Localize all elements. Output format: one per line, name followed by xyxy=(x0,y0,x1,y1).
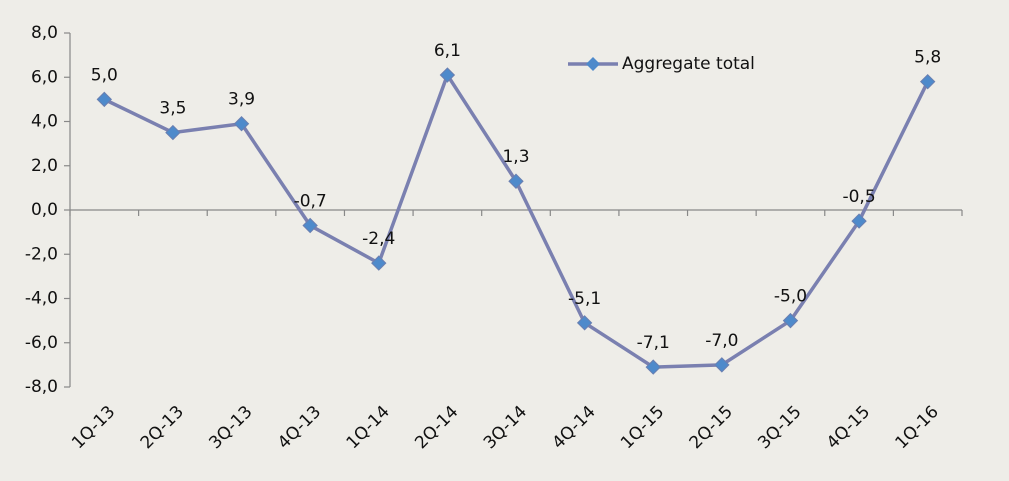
point-marker xyxy=(714,357,730,373)
data-label: -7,0 xyxy=(705,331,738,351)
y-tick-label: -2,0 xyxy=(25,244,58,264)
point-marker xyxy=(439,67,456,83)
point-marker xyxy=(508,173,524,189)
point-marker xyxy=(371,255,387,271)
point-marker xyxy=(851,213,867,229)
point-marker xyxy=(302,217,318,234)
y-tick-label: 0,0 xyxy=(31,200,58,220)
data-label: -7,1 xyxy=(637,333,670,353)
legend-label: Aggregate total xyxy=(622,54,755,74)
data-label: 1,3 xyxy=(502,147,529,167)
y-tick-label: 8,0 xyxy=(31,23,58,43)
data-label: -0,7 xyxy=(294,191,327,211)
y-tick-label: -8,0 xyxy=(25,377,58,397)
y-tick-label: -4,0 xyxy=(25,289,58,309)
data-label: 6,1 xyxy=(434,41,461,61)
data-label: 3,5 xyxy=(159,99,186,119)
point-marker xyxy=(782,312,799,329)
y-tick-label: 4,0 xyxy=(31,112,58,132)
data-label: -2,4 xyxy=(362,229,395,249)
point-marker xyxy=(96,91,113,108)
legend-marker xyxy=(586,57,600,71)
data-label: 5,0 xyxy=(91,65,118,85)
point-marker xyxy=(919,73,936,90)
data-label: 3,9 xyxy=(228,90,255,110)
point-marker xyxy=(233,116,250,132)
data-label: -5,1 xyxy=(568,289,601,309)
y-tick-label: -6,0 xyxy=(25,333,58,353)
data-label: -0,5 xyxy=(842,187,875,207)
point-marker xyxy=(645,359,661,375)
point-marker xyxy=(576,315,593,331)
point-marker xyxy=(165,124,181,141)
y-tick-label: 2,0 xyxy=(31,156,58,176)
data-label: -5,0 xyxy=(774,287,807,307)
data-label: 5,8 xyxy=(914,48,941,68)
y-tick-label: 6,0 xyxy=(31,67,58,87)
